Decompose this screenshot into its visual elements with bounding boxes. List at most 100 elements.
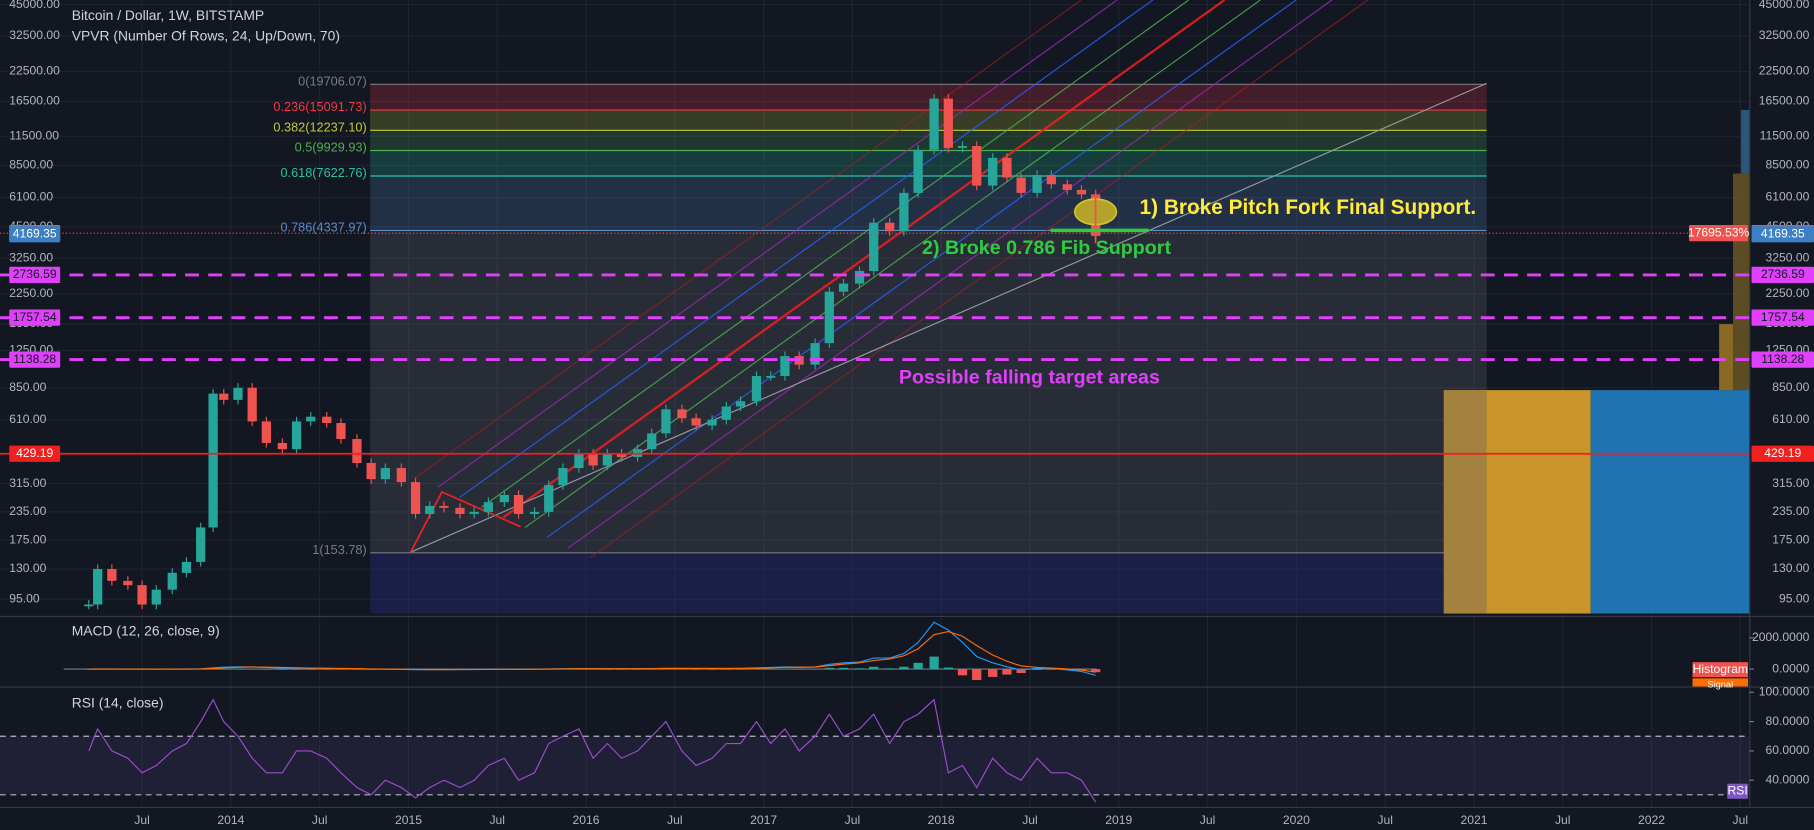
y-tick-label: 235.00 bbox=[9, 504, 46, 518]
price-label: 1138.28 bbox=[1761, 352, 1804, 366]
y-tick-label: 3250.00 bbox=[9, 251, 53, 265]
y-tick-label: 16500.00 bbox=[1759, 94, 1810, 108]
fib-label: 0.5(9929.93) bbox=[295, 140, 367, 155]
y-tick-label: 11500.00 bbox=[1760, 129, 1810, 143]
fib-band bbox=[370, 150, 1487, 177]
x-tick-label: Jul bbox=[1200, 813, 1216, 827]
y-tick-label: 45000.00 bbox=[1759, 0, 1810, 11]
x-tick-label: Jul bbox=[489, 813, 505, 827]
histogram-bar bbox=[1032, 669, 1042, 670]
fib-label: 0(19706.07) bbox=[298, 73, 367, 88]
candle bbox=[233, 387, 243, 400]
histogram-bar bbox=[1046, 669, 1056, 670]
candle bbox=[988, 157, 998, 186]
y-tick-label: 175.00 bbox=[1772, 533, 1809, 547]
vpvr-bar bbox=[1741, 109, 1750, 174]
candle bbox=[899, 192, 909, 232]
histogram-bar bbox=[943, 667, 953, 670]
pane-divider bbox=[0, 686, 1814, 688]
y-tick-label: 315.00 bbox=[9, 476, 46, 490]
y-tick-label: 22500.00 bbox=[9, 64, 60, 78]
price-label: 429.19 bbox=[1764, 446, 1801, 460]
candle bbox=[721, 406, 731, 420]
annotation-shapes bbox=[1050, 194, 1149, 244]
x-tick-label: Jul bbox=[1555, 813, 1571, 827]
x-tick-label: 2019 bbox=[1105, 813, 1132, 827]
candle bbox=[780, 356, 790, 377]
candle bbox=[336, 423, 346, 440]
histogram-bar bbox=[794, 669, 804, 670]
x-tick-label: Jul bbox=[1377, 813, 1393, 827]
candle bbox=[1016, 177, 1026, 193]
x-tick-label: Jul bbox=[134, 813, 150, 827]
price-label: 2736.59 bbox=[1761, 267, 1805, 281]
price-lines bbox=[0, 232, 1750, 455]
pitchfork-handle bbox=[409, 490, 521, 553]
price-label-box bbox=[1751, 266, 1814, 284]
macd-title: MACD (12, 26, close, 9) bbox=[72, 623, 220, 639]
fib-label: 0.382(12237.10) bbox=[273, 119, 366, 134]
histogram-bar bbox=[899, 666, 909, 670]
histogram-bar bbox=[1091, 669, 1101, 673]
candle bbox=[84, 604, 94, 607]
y-tick-label: 100.0000 bbox=[1759, 685, 1810, 699]
histogram-bar bbox=[1016, 669, 1026, 673]
price-label-box bbox=[9, 309, 61, 326]
x-tick-label: Jul bbox=[1022, 813, 1038, 827]
candle bbox=[322, 416, 332, 424]
y-tick-label: 130.00 bbox=[9, 561, 46, 575]
vpvr-bar bbox=[1443, 390, 1487, 614]
indicator-panes bbox=[0, 0, 1814, 809]
price-label-box bbox=[1751, 351, 1814, 368]
histogram-bar bbox=[838, 667, 849, 670]
y-tick-label: 175.00 bbox=[9, 533, 46, 547]
legend-label: Histogram bbox=[1693, 662, 1748, 676]
histogram-bar bbox=[247, 668, 257, 670]
candle bbox=[137, 585, 147, 605]
candle bbox=[661, 409, 671, 434]
pitchfork-line bbox=[589, 0, 1369, 559]
x-tick-label: 2018 bbox=[928, 813, 955, 827]
candle bbox=[396, 468, 406, 483]
y-tick-label: 8500.00 bbox=[9, 158, 53, 172]
histogram-bar bbox=[661, 668, 671, 670]
price-label-box bbox=[9, 445, 61, 462]
candle bbox=[352, 439, 362, 463]
labels: 45000.00 45000.00 32500.00 32500.00 22500.00… bbox=[9, 0, 1814, 827]
y-tick-label: 32500.00 bbox=[9, 28, 60, 42]
histogram-bar bbox=[780, 668, 790, 670]
candle bbox=[558, 468, 568, 486]
histogram-bar bbox=[677, 668, 687, 670]
candle bbox=[483, 502, 493, 512]
candle bbox=[306, 416, 316, 422]
candle bbox=[247, 387, 257, 422]
candle bbox=[677, 409, 687, 419]
y-tick-label: 3250.00 bbox=[1765, 251, 1809, 265]
candle bbox=[929, 98, 939, 150]
y-tick-label: 2250.00 bbox=[1765, 286, 1809, 300]
rsi-title: RSI (14, close) bbox=[72, 694, 164, 710]
histogram-bar bbox=[913, 662, 923, 670]
histogram-bar bbox=[261, 669, 272, 670]
candle bbox=[1062, 184, 1072, 190]
candle bbox=[1032, 175, 1042, 193]
histogram-bar bbox=[306, 669, 316, 670]
volume-profile bbox=[1443, 109, 1750, 614]
candle bbox=[574, 453, 584, 469]
candle bbox=[751, 376, 762, 402]
candle bbox=[219, 393, 229, 400]
x-tick-label: 2017 bbox=[750, 813, 777, 827]
histogram-bar bbox=[766, 668, 776, 670]
candle bbox=[602, 453, 612, 466]
histogram-bar bbox=[84, 669, 94, 670]
pitchfork-line bbox=[502, 0, 1226, 519]
candle bbox=[766, 376, 776, 378]
pane-divider bbox=[0, 615, 1814, 618]
x-tick-label: 2022 bbox=[1638, 813, 1665, 827]
candle bbox=[1046, 175, 1056, 185]
pitchfork-line bbox=[459, 0, 1154, 498]
y-tick-label: 60.0000 bbox=[1765, 743, 1809, 757]
y-tick-label: 850.00 bbox=[1772, 380, 1809, 394]
x-tick-label: Jul bbox=[1733, 813, 1749, 827]
legend-box bbox=[1727, 783, 1749, 799]
